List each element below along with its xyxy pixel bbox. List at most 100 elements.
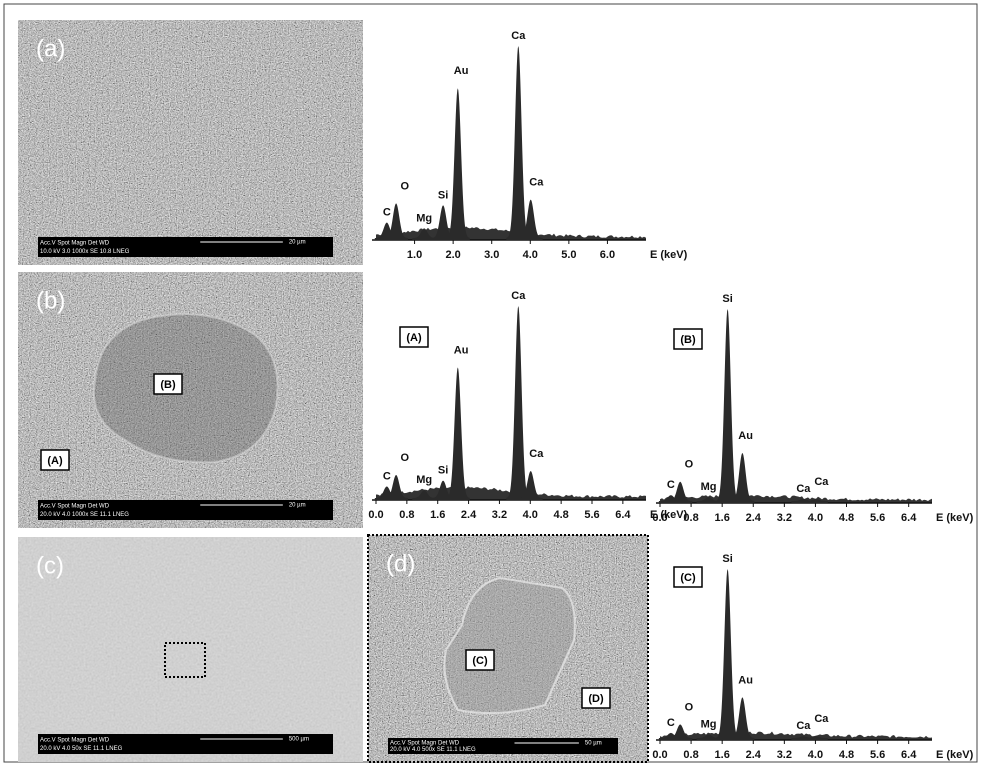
spectrum-tag: (A) bbox=[406, 332, 422, 344]
peak bbox=[412, 228, 437, 240]
element-label: Si bbox=[722, 293, 732, 305]
peak bbox=[412, 490, 437, 500]
x-tick-label: 0.0 bbox=[368, 509, 383, 521]
x-tick-label: 1.6 bbox=[430, 509, 445, 521]
x-tick-label: 2.0 bbox=[445, 249, 460, 261]
element-label: Ca bbox=[796, 483, 811, 495]
info-text: Acc.V Spot Magn Det WD bbox=[390, 740, 460, 746]
element-label: Ca bbox=[529, 177, 544, 189]
element-label: Si bbox=[438, 465, 448, 477]
peak bbox=[715, 569, 740, 740]
element-label: Au bbox=[738, 430, 753, 442]
element-label: Ca bbox=[511, 290, 526, 302]
element-label: Mg bbox=[416, 212, 432, 224]
annotation: (A) bbox=[47, 455, 63, 467]
peak bbox=[715, 309, 740, 503]
spectrum-tag: (B) bbox=[680, 334, 696, 346]
x-tick-label: 1.6 bbox=[715, 512, 730, 524]
peak bbox=[445, 367, 470, 500]
element-label: O bbox=[401, 180, 410, 192]
x-tick-label: 4.0 bbox=[808, 512, 823, 524]
axis-label: E (keV) bbox=[650, 249, 688, 261]
x-tick-label: 3.2 bbox=[777, 512, 792, 524]
element-label: O bbox=[685, 459, 694, 471]
element-label: Ca bbox=[511, 30, 526, 42]
element-label: C bbox=[383, 207, 391, 219]
annotation: (C) bbox=[472, 655, 488, 667]
peak bbox=[506, 46, 531, 240]
x-tick-label: 1.6 bbox=[715, 749, 730, 761]
element-label: Mg bbox=[701, 719, 717, 731]
sem-texture bbox=[18, 20, 363, 265]
element-label: O bbox=[401, 452, 410, 464]
annotation-box bbox=[153, 373, 183, 395]
element-label: Ca bbox=[814, 713, 829, 725]
x-tick-label: 6.4 bbox=[901, 749, 917, 761]
x-tick-label: 0.8 bbox=[683, 749, 698, 761]
info-text: 20.0 kV 4.0 500x SE 11.1 LNEG bbox=[390, 747, 476, 753]
x-tick-label: 6.4 bbox=[901, 512, 917, 524]
element-label: Au bbox=[454, 65, 469, 77]
peak bbox=[384, 475, 409, 500]
x-tick-label: 4.8 bbox=[553, 509, 568, 521]
annotation: (D) bbox=[588, 693, 604, 705]
x-tick-label: 0.8 bbox=[683, 512, 698, 524]
spectrum-tag-box bbox=[673, 566, 703, 588]
element-label: Au bbox=[454, 344, 469, 356]
x-tick-label: 0.0 bbox=[652, 749, 667, 761]
info-text: Acc.V Spot Magn Det WD bbox=[40, 241, 110, 247]
peak bbox=[384, 203, 409, 240]
peak bbox=[445, 88, 470, 240]
x-tick-label: 2.4 bbox=[746, 512, 762, 524]
info-bar bbox=[388, 738, 618, 754]
spectrum-tag: (C) bbox=[680, 572, 696, 584]
panel-letter: (d) bbox=[386, 550, 415, 577]
element-label: Ca bbox=[529, 448, 544, 460]
x-tick-label: 5.6 bbox=[870, 512, 885, 524]
annotation-box bbox=[581, 687, 611, 709]
spectrum-tag-box bbox=[399, 326, 429, 348]
element-label: Au bbox=[738, 674, 753, 686]
scale-text: 20 µm bbox=[289, 240, 306, 246]
scale-text: 50 µm bbox=[585, 741, 602, 747]
dotted-border bbox=[367, 534, 649, 763]
x-tick-label: 3.0 bbox=[484, 249, 499, 261]
peak bbox=[696, 734, 721, 740]
x-tick-label: 5.6 bbox=[584, 509, 599, 521]
x-tick-label: 3.2 bbox=[492, 509, 507, 521]
annotation: (B) bbox=[160, 379, 176, 391]
peak bbox=[518, 471, 543, 500]
x-tick-label: 2.4 bbox=[461, 509, 477, 521]
spectrum-tag-box bbox=[673, 328, 703, 350]
spectra: 1.0 2.0 3.0 4.0 5.0 6.0 E (keV)COMgSiAuCaCa0.0… bbox=[368, 30, 973, 761]
peak bbox=[668, 481, 693, 503]
peak bbox=[518, 199, 543, 240]
x-tick-label: 4.8 bbox=[839, 512, 854, 524]
x-tick-label: 6.4 bbox=[615, 509, 631, 521]
element-label: Si bbox=[438, 189, 448, 201]
info-text: 10.0 kV 3.0 1000x SE 10.8 LNEG bbox=[40, 249, 130, 255]
peak bbox=[506, 306, 531, 500]
axis-label: E (keV) bbox=[936, 749, 974, 761]
selection-box bbox=[164, 642, 206, 678]
info-text: 20.0 kV 4.0 1000x SE 11.1 LNEG bbox=[40, 512, 129, 518]
peak bbox=[730, 453, 755, 503]
x-tick-label: 0.0 bbox=[652, 512, 667, 524]
element-label: Ca bbox=[814, 476, 829, 488]
x-tick-label: 4.0 bbox=[523, 249, 538, 261]
peak bbox=[803, 499, 828, 503]
x-tick-label: 4.0 bbox=[523, 509, 538, 521]
axis-label: E (keV) bbox=[650, 509, 688, 521]
x-tick-label: 4.8 bbox=[839, 749, 854, 761]
x-tick-label: 6.0 bbox=[600, 249, 615, 261]
element-label: Ca bbox=[796, 720, 811, 732]
x-tick-label: 0.8 bbox=[399, 509, 414, 521]
info-text: Acc.V Spot Magn Det WD bbox=[40, 504, 110, 510]
panel-letter: (a) bbox=[36, 35, 65, 62]
x-tick-label: 5.6 bbox=[870, 749, 885, 761]
element-label: C bbox=[667, 479, 675, 491]
annotation-box bbox=[465, 649, 495, 671]
peak bbox=[431, 205, 456, 240]
peak bbox=[803, 736, 828, 740]
x-tick-label: 2.4 bbox=[746, 749, 762, 761]
